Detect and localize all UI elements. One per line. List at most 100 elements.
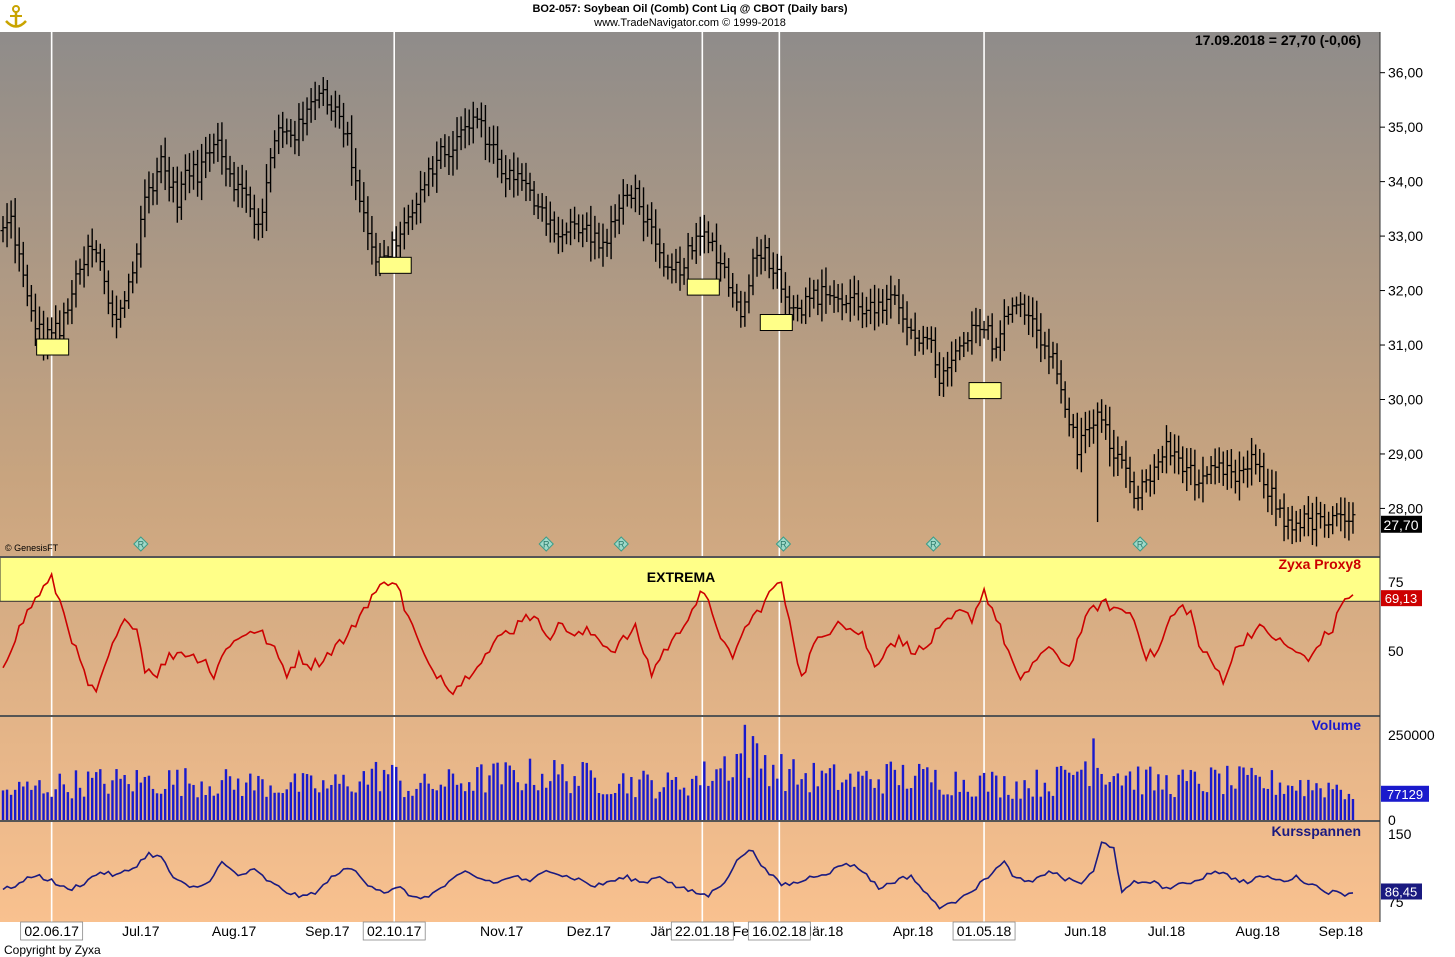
proxy-series-line — [2, 571, 1354, 696]
volume-bar — [123, 775, 126, 820]
volume-bar — [545, 787, 548, 820]
volume-bar — [305, 774, 309, 820]
volume-bar — [90, 777, 94, 820]
volume-bar — [978, 775, 982, 820]
r-diamond-letter: R — [1137, 540, 1144, 550]
volume-bar — [853, 786, 856, 820]
volume-bar — [500, 784, 503, 820]
volume-bar — [184, 768, 187, 820]
volume-bar — [1185, 781, 1188, 820]
volume-bar — [216, 793, 220, 820]
r-diamond-icon — [775, 536, 792, 552]
volume-bar — [1072, 774, 1075, 820]
price-ytick-label: 32,00 — [1388, 283, 1423, 299]
volume-bar — [1209, 767, 1213, 820]
volume-bar — [832, 764, 836, 820]
volume-bar — [934, 769, 937, 820]
volume-bar — [1047, 791, 1051, 820]
volume-bar — [881, 793, 884, 820]
volume-bar — [739, 753, 743, 820]
volume-bar — [168, 770, 171, 820]
volume-bar — [889, 761, 893, 820]
volume-bar — [257, 775, 260, 820]
highlighted-date-box — [952, 921, 1016, 941]
volume-bar — [1242, 767, 1245, 820]
volume-bar — [857, 771, 860, 820]
volume-bar — [520, 790, 524, 820]
volume-bar — [1043, 782, 1047, 820]
volume-bar — [200, 781, 203, 820]
volume-bar — [74, 770, 78, 820]
r-diamond-letter: R — [543, 540, 550, 550]
volume-bar — [1149, 766, 1152, 820]
extreme-marker — [759, 314, 793, 332]
volume-bar — [946, 794, 949, 820]
volume-bar — [1303, 796, 1306, 820]
volume-bar — [763, 755, 767, 820]
volume-bar — [865, 770, 868, 820]
extreme-marker — [36, 338, 70, 356]
r-diamond-letter: R — [138, 540, 145, 550]
volume-bar — [443, 786, 447, 820]
volume-bar — [1003, 776, 1006, 820]
volume-bar — [228, 776, 232, 820]
x-tick-label: Sep.18 — [1319, 923, 1364, 939]
volume-bar — [313, 788, 317, 820]
volume-bar — [411, 795, 414, 820]
volume-bar — [618, 783, 621, 820]
volume-bar — [1136, 766, 1140, 820]
volume-bar — [240, 795, 244, 820]
volume-bar — [42, 793, 45, 820]
volume-bar — [488, 775, 491, 820]
volume-bar — [1282, 793, 1286, 820]
volume-bar — [70, 798, 74, 820]
volume-bar — [322, 780, 325, 820]
volume-bar — [1031, 796, 1034, 820]
volume-bar — [1120, 785, 1124, 820]
volume-series-name: Volume — [1311, 717, 1361, 733]
volume-bar — [468, 782, 471, 820]
volume-bar — [26, 781, 29, 820]
extreme-marker — [378, 256, 412, 274]
volume-bar — [1226, 765, 1229, 820]
r-diamond-letter: R — [618, 540, 625, 550]
extrema-band-label: EXTREMA — [647, 569, 715, 585]
volume-bar — [346, 786, 349, 820]
volume-bar — [1169, 794, 1172, 820]
volume-bar — [1181, 769, 1184, 820]
x-tick-label: Mär.18 — [800, 923, 843, 939]
volume-bar — [1100, 773, 1103, 820]
volume-bar — [58, 773, 61, 820]
volume-bar — [301, 773, 305, 820]
volume-bar — [1096, 767, 1099, 820]
volume-bar — [1011, 798, 1014, 820]
volume-bar — [196, 797, 199, 820]
volume-bar — [192, 784, 195, 820]
range-series-name: Kursspannen — [1272, 823, 1361, 839]
highlighted-date-label: 02.10.17 — [367, 923, 422, 939]
volume-bar — [326, 788, 329, 820]
volume-bar — [638, 779, 641, 820]
volume-bar — [504, 762, 507, 820]
volume-bar — [135, 770, 138, 820]
volume-bar — [163, 788, 167, 820]
volume-bar — [922, 768, 925, 820]
range-series-line — [2, 841, 1354, 910]
volume-bar — [382, 769, 386, 820]
volume-bar — [780, 754, 783, 820]
volume-bar — [532, 784, 536, 820]
volume-bar — [1124, 775, 1128, 820]
volume-bar — [1319, 788, 1322, 820]
volume-bar — [1153, 790, 1156, 820]
volume-bar — [1140, 794, 1144, 820]
volume-bar — [151, 788, 155, 820]
volume-bar — [1177, 774, 1180, 820]
volume-bar — [1205, 792, 1209, 820]
volume-bar — [131, 791, 134, 820]
volume-bar — [808, 792, 811, 820]
volume-bar — [1161, 789, 1164, 820]
volume-bar — [459, 783, 463, 820]
volume-bar — [212, 795, 216, 820]
volume-bar — [1116, 773, 1120, 820]
